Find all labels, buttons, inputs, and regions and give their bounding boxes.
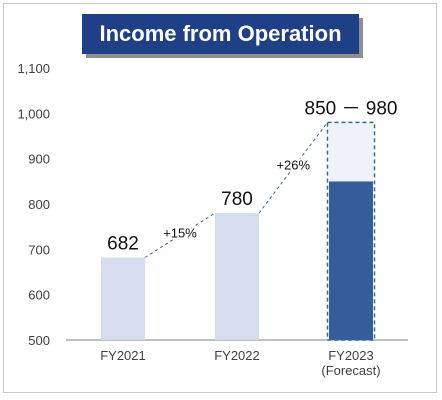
data-label: 682 xyxy=(107,233,139,254)
data-label: 850 － 980 xyxy=(305,98,398,119)
forecast-dashed-outline xyxy=(326,121,376,341)
data-label: 780 xyxy=(221,189,253,210)
growth-annotation: +26% xyxy=(276,158,310,173)
chart-title-box: Income from Operation xyxy=(82,14,359,54)
bar xyxy=(101,257,145,340)
y-tick-label: 1,000 xyxy=(17,106,50,121)
y-tick-label: 800 xyxy=(28,197,50,212)
y-tick-label: 900 xyxy=(28,152,50,167)
chart-title: Income from Operation xyxy=(99,21,342,46)
growth-connector xyxy=(144,212,216,258)
bar xyxy=(215,213,259,340)
x-tick-label: FY2021 xyxy=(100,348,146,363)
bar xyxy=(329,181,373,340)
y-tick-label: 1,100 xyxy=(17,61,50,76)
growth-annotation: +15% xyxy=(163,225,197,240)
y-tick-label: 500 xyxy=(28,333,50,348)
x-tick-label: FY2023 xyxy=(328,348,374,363)
y-tick-label: 700 xyxy=(28,242,50,257)
x-tick-label: (Forecast) xyxy=(321,363,380,378)
x-tick-label: FY2022 xyxy=(214,348,260,363)
y-tick-label: 600 xyxy=(28,288,50,303)
forecast-range-bar xyxy=(329,122,373,182)
growth-connector xyxy=(258,122,328,214)
